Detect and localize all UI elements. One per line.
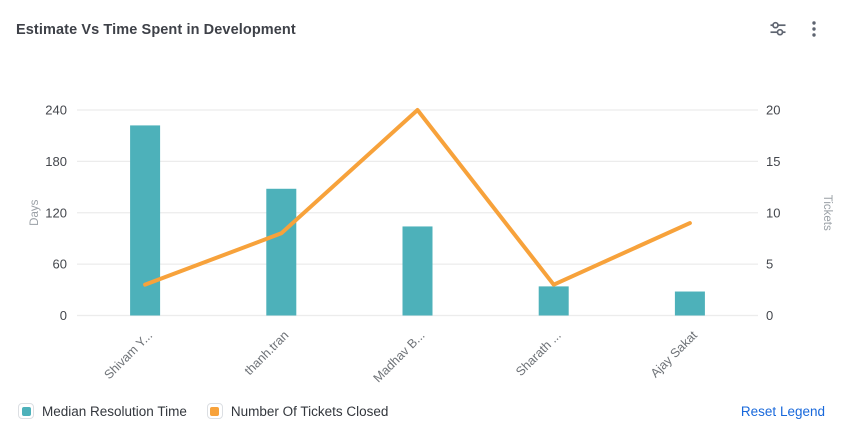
chart-legend: Median Resolution Time Number Of Tickets…	[18, 400, 825, 422]
kebab-menu-button[interactable]	[801, 17, 827, 43]
bar-median-resolution-time[interactable]	[130, 125, 161, 316]
left-axis-tick-label: 60	[53, 257, 67, 272]
legend-marker-box	[18, 403, 34, 419]
legend-marker-box	[206, 403, 223, 419]
left-axis-tick-label: 120	[45, 205, 67, 220]
reset-legend-link[interactable]: Reset Legend	[740, 403, 825, 419]
chart-header: Estimate Vs Time Spent in Development	[16, 16, 827, 44]
kebab-menu-icon	[804, 19, 824, 42]
x-axis-label: Ajay Sakat	[648, 328, 701, 381]
chart-title: Estimate Vs Time Spent in Development	[16, 22, 296, 38]
x-axis-label: thanh.tran	[242, 328, 292, 378]
chart-settings-button[interactable]	[765, 17, 791, 43]
bar-median-resolution-time[interactable]	[402, 226, 433, 316]
x-axis-label: Madhav B...	[371, 328, 428, 385]
x-axis-label: Sharath ...	[513, 328, 564, 379]
line-series-swatch	[210, 406, 220, 416]
right-axis-tick-label: 15	[766, 154, 780, 169]
x-axis-label: Shivam Y...	[101, 328, 155, 382]
left-axis-tick-label: 180	[45, 154, 67, 169]
bar-series-swatch	[21, 406, 31, 416]
left-axis-tick-label: 240	[45, 103, 67, 118]
bar-median-resolution-time[interactable]	[674, 291, 705, 316]
right-axis-tick-label: 5	[766, 257, 773, 272]
bar-median-resolution-time[interactable]	[538, 286, 569, 316]
right-axis-tick-label: 20	[766, 103, 780, 118]
left-axis-title: Days	[29, 199, 41, 225]
left-axis-tick-label: 0	[60, 308, 67, 323]
chart-canvas: 0 60 120 180 240 0 5 10 15 20 Days Tickets Shivam Y.…	[29, 103, 833, 386]
legend-label: Number Of Tickets Closed	[230, 403, 389, 419]
legend-item-median-resolution-time[interactable]: Median Resolution Time	[18, 403, 187, 419]
header-controls	[765, 17, 827, 43]
legend-item-number-of-tickets-closed[interactable]: Number Of Tickets Closed	[206, 403, 389, 419]
legend-label: Median Resolution Time	[42, 403, 187, 419]
sliders-icon	[768, 19, 788, 42]
right-axis-tick-label: 0	[766, 308, 773, 323]
right-axis-tick-label: 10	[766, 205, 780, 220]
right-axis-title: Tickets	[821, 195, 833, 231]
line-number-of-tickets-closed[interactable]	[143, 108, 692, 287]
bar-median-resolution-time[interactable]	[266, 188, 297, 316]
